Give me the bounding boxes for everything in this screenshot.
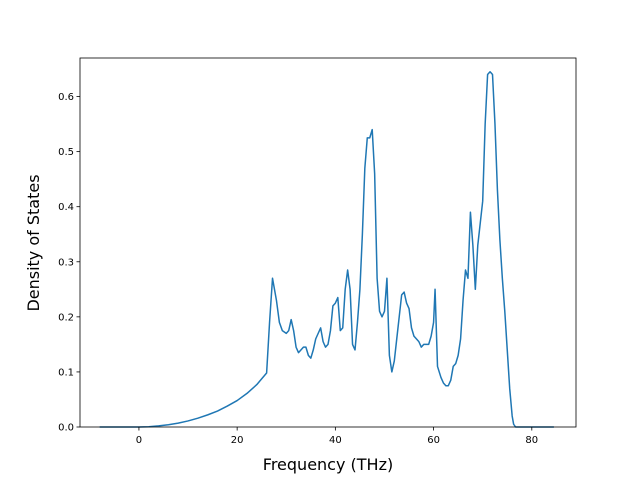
y-tick-label-6: 0.6 bbox=[58, 92, 74, 103]
x-tick-label-3: 60 bbox=[427, 435, 440, 446]
y-tick-label-0: 0.0 bbox=[58, 423, 74, 434]
plot-area: 0 20 40 60 80 0.0 0.1 0.2 0.3 0.4 0.5 0.6 bbox=[58, 57, 577, 446]
x-tick-label-4: 80 bbox=[525, 435, 538, 446]
y-tick-label-4: 0.4 bbox=[58, 202, 74, 213]
x-axis-title: Frequency (THz) bbox=[263, 455, 393, 474]
x-tick-label-1: 20 bbox=[231, 435, 244, 446]
dos-series-line bbox=[99, 71, 554, 428]
y-tick-label-1: 0.1 bbox=[58, 367, 74, 378]
x-tick-label-2: 40 bbox=[329, 435, 342, 446]
y-tick-label-3: 0.3 bbox=[58, 257, 74, 268]
y-axis-title: Density of States bbox=[24, 174, 43, 311]
y-tick-label-5: 0.5 bbox=[58, 147, 74, 158]
x-tick-label-0: 0 bbox=[136, 435, 142, 446]
axes-frame bbox=[79, 57, 577, 428]
y-tick-label-2: 0.2 bbox=[58, 312, 74, 323]
